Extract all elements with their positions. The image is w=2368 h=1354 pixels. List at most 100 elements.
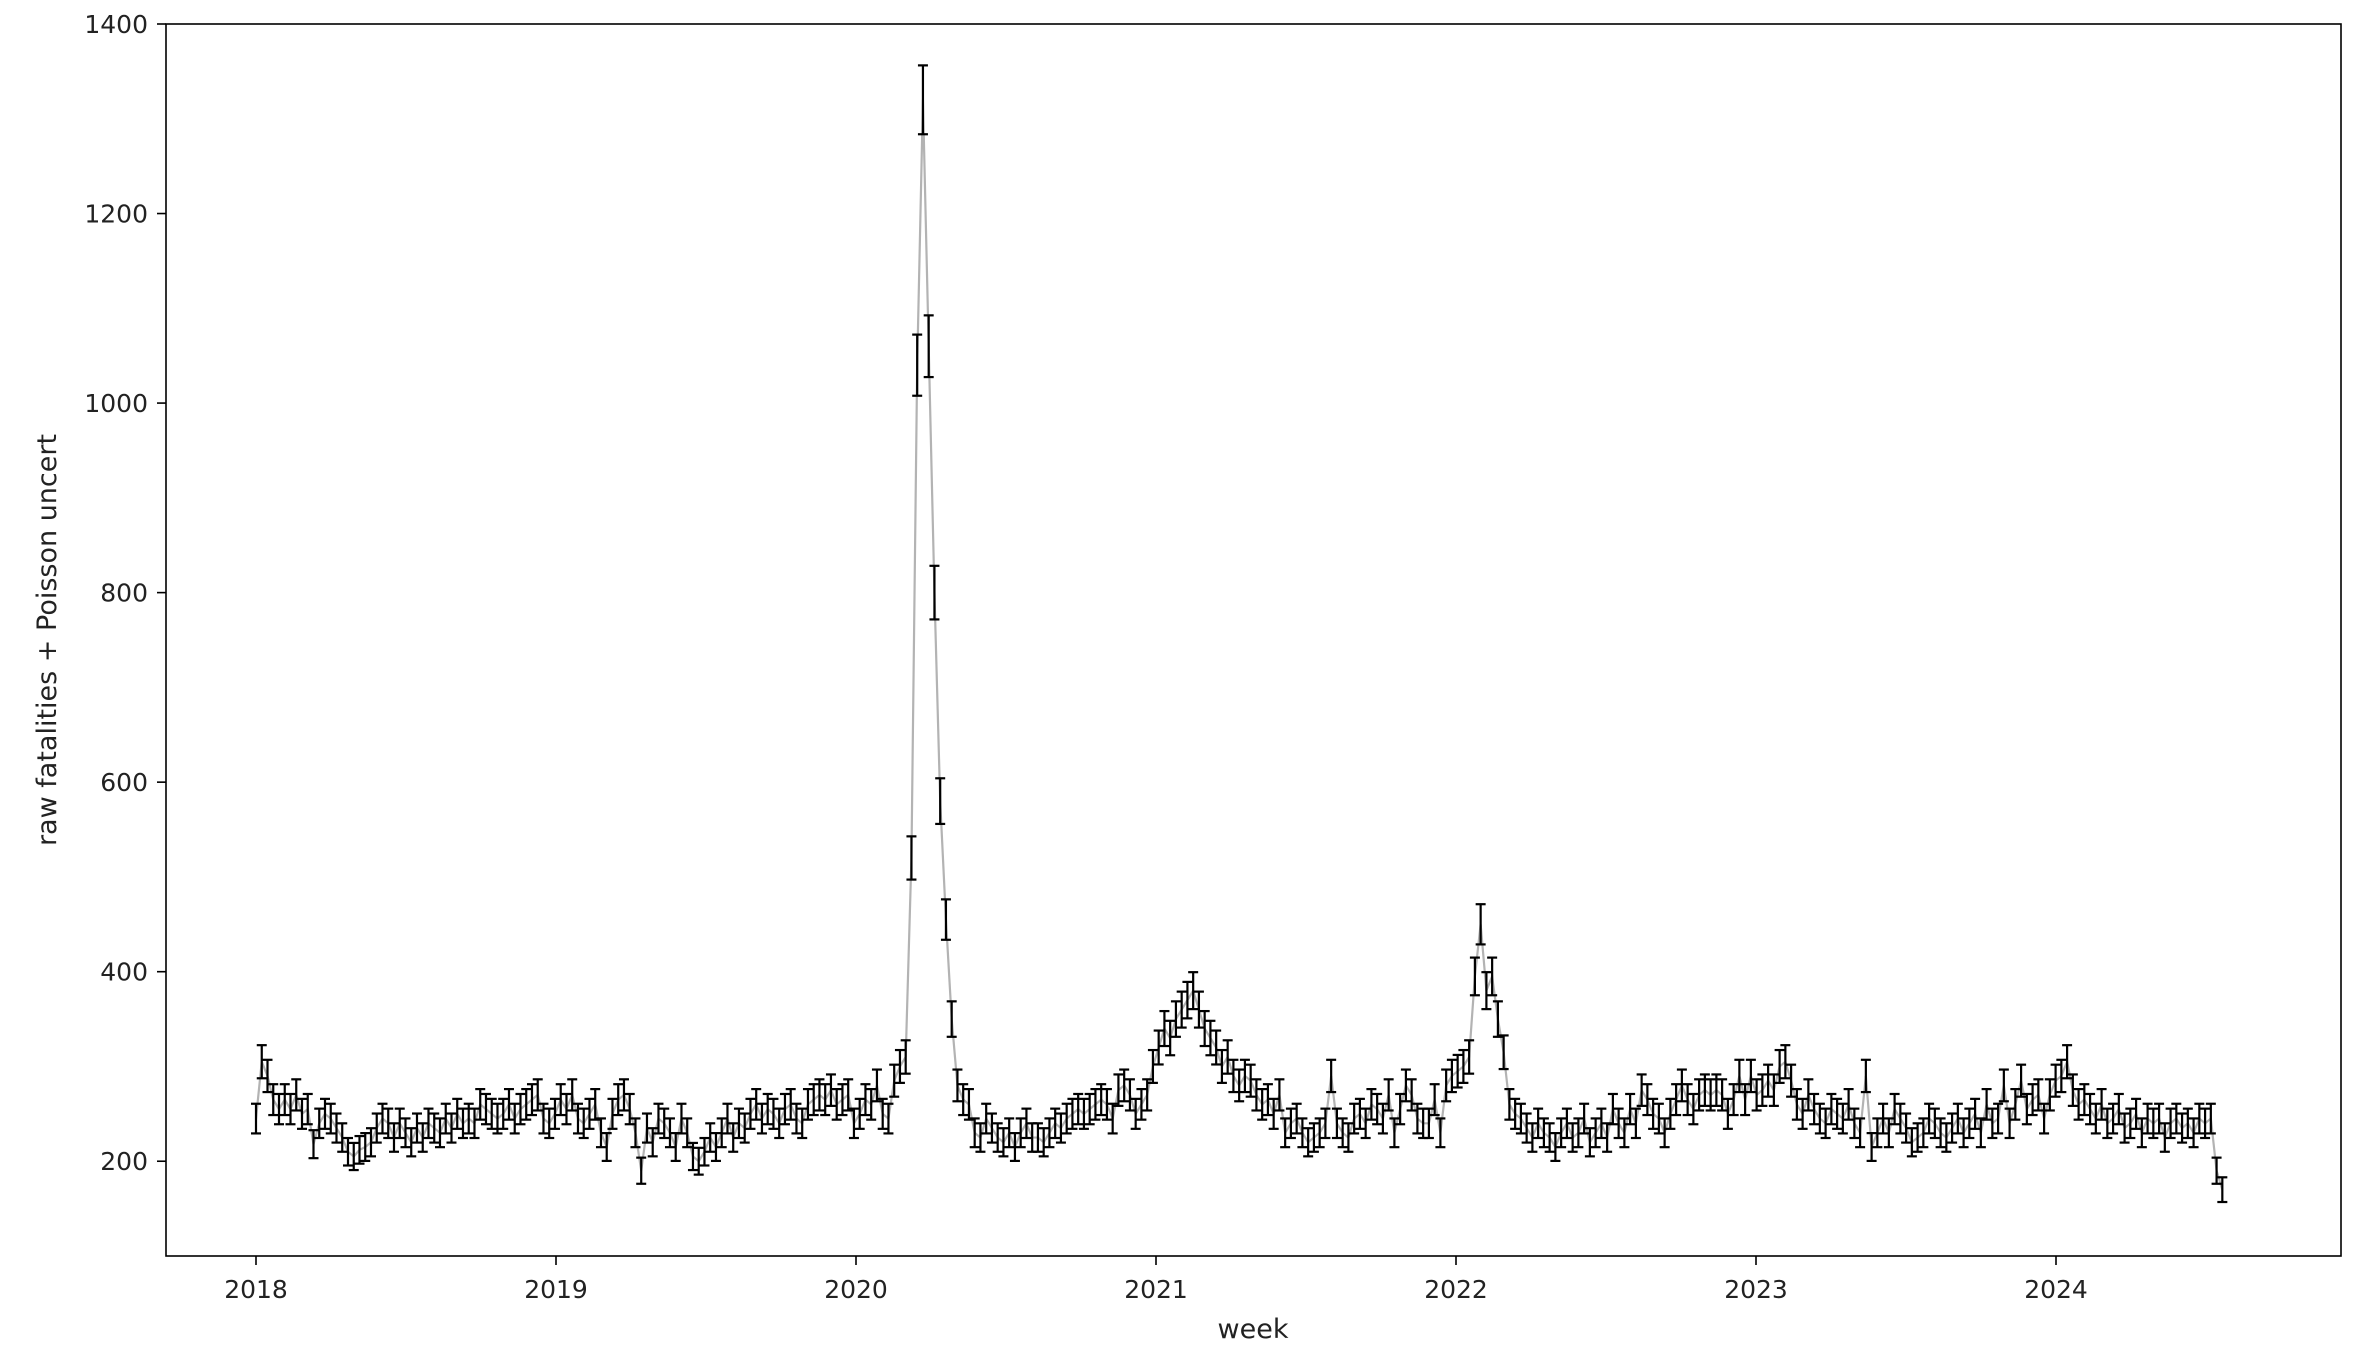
error-bar xyxy=(1360,1107,1371,1140)
error-bar xyxy=(1941,1122,1952,1153)
error-bar xyxy=(733,1107,744,1140)
error-bar xyxy=(1435,1117,1446,1149)
error-bar xyxy=(797,1107,808,1140)
error-bar xyxy=(1400,1068,1411,1103)
error-bar xyxy=(1406,1078,1417,1112)
error-bar xyxy=(440,1102,451,1135)
error-bar xyxy=(2067,1073,2078,1107)
error-bar xyxy=(831,1087,842,1121)
error-bar xyxy=(659,1107,670,1140)
error-bar xyxy=(1349,1102,1360,1135)
error-bar xyxy=(1872,1117,1883,1149)
error-bar xyxy=(1676,1068,1687,1103)
error-bar xyxy=(1475,903,1486,946)
error-bar xyxy=(1188,971,1199,1011)
error-bar xyxy=(1878,1102,1889,1135)
error-bar xyxy=(1211,1029,1222,1066)
error-bar xyxy=(1504,1087,1515,1121)
error-bar xyxy=(342,1136,353,1167)
error-bar xyxy=(1044,1117,1055,1149)
error-bar xyxy=(1734,1058,1745,1094)
error-bar xyxy=(1136,1087,1147,1121)
error-bar xyxy=(894,1048,905,1084)
error-bar xyxy=(687,1141,698,1172)
error-bars xyxy=(251,64,2228,1204)
error-bar xyxy=(756,1102,767,1135)
error-bar xyxy=(728,1122,739,1153)
y-tick-label: 1400 xyxy=(84,10,148,39)
error-bar xyxy=(2039,1102,2050,1135)
error-bar xyxy=(1527,1122,1538,1153)
error-bar xyxy=(348,1141,359,1172)
error-bar xyxy=(923,314,934,379)
error-bar xyxy=(1412,1102,1423,1135)
error-bar xyxy=(1889,1092,1900,1126)
error-bar xyxy=(1331,1107,1342,1140)
error-bar xyxy=(1147,1048,1158,1084)
error-bar xyxy=(1337,1117,1348,1149)
error-bar xyxy=(963,1087,974,1121)
error-bar xyxy=(900,1039,911,1075)
y-tick-label: 1200 xyxy=(84,200,148,229)
error-bar xyxy=(1446,1058,1457,1094)
error-bar xyxy=(1774,1048,1785,1084)
error-bar xyxy=(1205,1019,1216,1057)
error-bar xyxy=(1090,1087,1101,1121)
error-bar xyxy=(935,777,946,826)
error-bar xyxy=(1682,1083,1693,1117)
error-bar xyxy=(1688,1092,1699,1126)
error-bar xyxy=(2159,1122,2170,1153)
error-bar xyxy=(1987,1107,1998,1140)
error-bar xyxy=(2021,1092,2032,1126)
error-bar xyxy=(1165,1019,1176,1057)
error-bar xyxy=(1970,1097,1981,1130)
error-bar xyxy=(572,1102,583,1135)
error-bar xyxy=(2200,1107,2211,1140)
error-bar xyxy=(2056,1058,2067,1094)
error-bar xyxy=(1423,1107,1434,1140)
error-bar xyxy=(308,1129,319,1160)
error-bar xyxy=(1084,1092,1095,1126)
error-bar xyxy=(1245,1063,1256,1098)
error-bar xyxy=(337,1122,348,1153)
error-bar xyxy=(1521,1112,1532,1144)
error-bar xyxy=(1130,1097,1141,1130)
y-tick-label: 600 xyxy=(100,768,148,797)
error-bar xyxy=(1883,1117,1894,1149)
error-bar xyxy=(1659,1117,1670,1149)
plot-data-layer xyxy=(251,64,2228,1204)
error-bar xyxy=(262,1058,273,1094)
error-bar xyxy=(2119,1112,2130,1144)
error-bar xyxy=(555,1083,566,1117)
error-bar xyxy=(2073,1087,2084,1121)
error-bar xyxy=(1372,1092,1383,1126)
error-bar xyxy=(1952,1102,1963,1135)
error-bar xyxy=(1694,1078,1705,1112)
error-bar xyxy=(1015,1117,1026,1149)
error-bar xyxy=(2085,1092,2096,1126)
x-tick-label: 2023 xyxy=(1724,1275,1788,1304)
error-bar xyxy=(2050,1063,2061,1098)
error-bar xyxy=(871,1068,882,1103)
error-bar xyxy=(1021,1107,1032,1140)
error-bar xyxy=(1711,1073,1722,1107)
error-bar xyxy=(940,898,951,941)
error-bar xyxy=(1073,1092,1084,1126)
error-bar xyxy=(1947,1112,1958,1144)
error-bar xyxy=(1912,1122,1923,1153)
error-bar xyxy=(664,1117,675,1149)
error-bar xyxy=(251,1102,261,1135)
error-bar xyxy=(354,1134,365,1165)
error-bar xyxy=(1067,1097,1078,1130)
error-bar xyxy=(1464,1039,1475,1075)
error-bar xyxy=(463,1102,474,1135)
error-bar xyxy=(1786,1063,1797,1098)
error-bar xyxy=(1096,1083,1107,1117)
error-bar xyxy=(820,1083,831,1117)
error-bar xyxy=(532,1078,543,1112)
error-bar xyxy=(1556,1117,1567,1149)
error-bar xyxy=(1866,1132,1877,1163)
error-bar xyxy=(434,1117,445,1149)
error-bar xyxy=(2205,1102,2216,1135)
error-bar xyxy=(1607,1092,1618,1126)
